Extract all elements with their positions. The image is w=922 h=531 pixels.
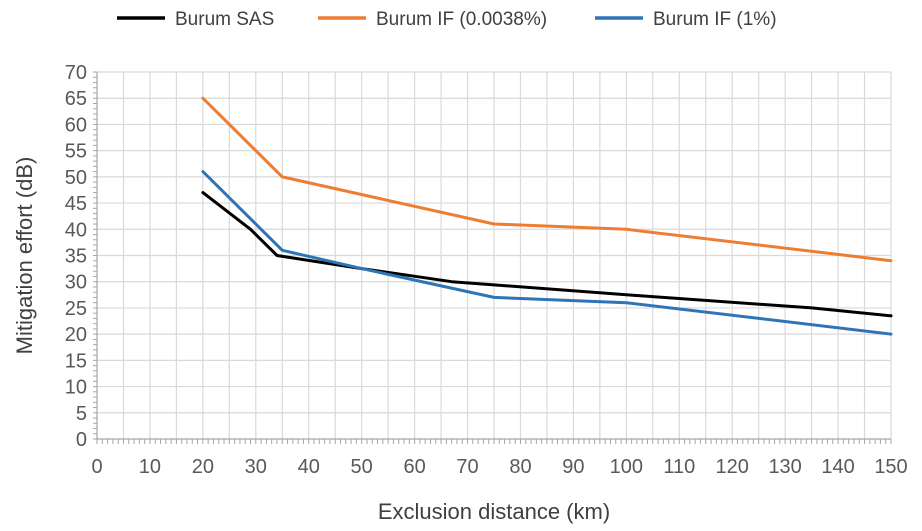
x-tick-label: 0 [91,456,102,478]
y-tick-label: 40 [65,219,87,241]
x-tick-label: 110 [663,456,695,478]
y-tick-label: 25 [65,298,87,320]
y-tick-label: 10 [65,377,87,399]
y-tick-label: 60 [65,114,87,136]
y-tick-label: 50 [65,167,87,189]
series-line-3 [201,170,893,336]
x-tick-label: 140 [821,456,854,478]
x-tick-label: 70 [456,456,478,478]
legend-label-3: Burum IF (1%) [653,9,777,30]
series-line-2 [201,96,893,263]
series-lines [201,96,893,336]
y-tick-label: 55 [65,141,87,163]
y-tick-label: 35 [65,246,87,268]
legend-label-1: Burum SAS [175,9,274,30]
x-tick-label: 40 [298,456,320,478]
y-tick-label: 20 [65,324,87,346]
x-tick-label: 60 [403,456,425,478]
x-tick-label: 30 [245,456,267,478]
x-tick-labels: 0 10 20 30 40 50 60 70 80 90 100 110 120 130 140 150 [91,456,907,478]
axes [96,72,891,440]
x-tick-label: 20 [192,456,214,478]
x-tick-label: 130 [768,456,801,478]
x-tick-label: 120 [716,456,749,478]
x-tick-label: 50 [351,456,373,478]
series-line-1 [201,191,893,318]
x-tick-label: 150 [874,456,907,478]
x-tick-label: 80 [509,456,531,478]
y-tick-label: 45 [65,193,87,215]
y-tick-label: 30 [65,272,87,294]
legend: Burum SAS Burum IF (0.0038%) Burum IF (1%) [117,9,777,30]
legend-label-2: Burum IF (0.0038%) [376,9,547,30]
x-tick-label: 100 [610,456,643,478]
x-axis-title: Exclusion distance (km) [378,499,610,524]
y-tick-labels: 0 5 10 15 20 25 30 35 40 45 50 55 60 65 70 [65,62,87,451]
y-tick-label: 15 [65,350,87,372]
minor-ticks [93,71,892,444]
y-axis-title: Mitigation effort (dB) [12,157,37,355]
y-tick-label: 5 [76,403,87,425]
gridlines [97,71,892,439]
x-tick-label: 10 [139,456,161,478]
y-tick-label: 70 [65,62,87,84]
x-tick-label: 90 [562,456,584,478]
y-tick-label: 0 [76,429,87,451]
y-tick-label: 65 [65,88,87,110]
